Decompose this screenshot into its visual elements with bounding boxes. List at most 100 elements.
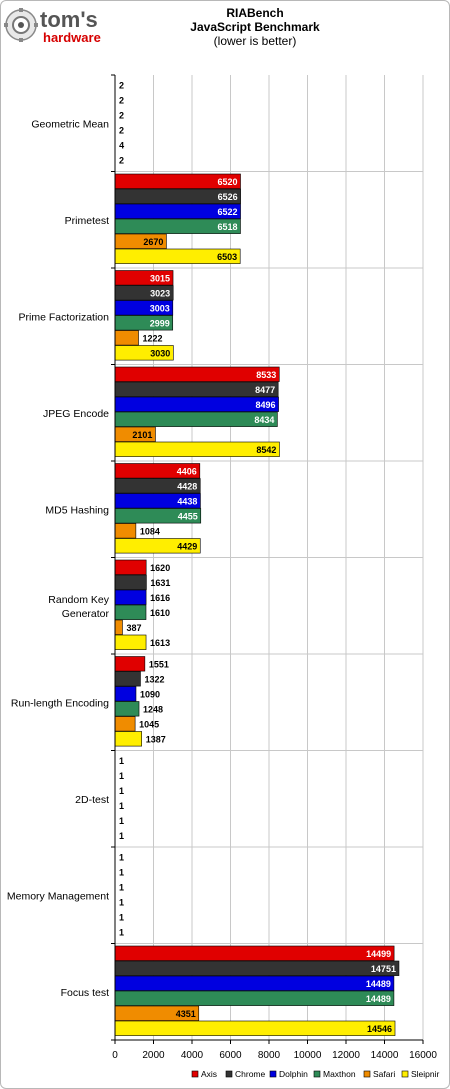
bar-chrome [114, 960, 400, 976]
data-label: 2670 [143, 237, 163, 247]
data-label: 6503 [217, 252, 237, 262]
bar-chrome [114, 671, 141, 687]
category-label: Random Key Generator [48, 594, 109, 620]
data-label: 4455 [178, 511, 198, 521]
data-label: 14489 [366, 994, 391, 1004]
category-label: Memory Management [7, 890, 109, 902]
toms-hardware-logo: tom's hardware [3, 3, 115, 49]
data-label: 6526 [218, 192, 238, 202]
data-label: 2 [119, 110, 124, 120]
data-label: 2999 [150, 318, 170, 328]
legend-label: Safari [373, 1069, 395, 1079]
data-label: 1 [119, 801, 124, 811]
bar-sleipnir [114, 634, 147, 650]
data-label: 2 [119, 80, 124, 90]
data-label: 1322 [144, 674, 164, 684]
data-label: 1620 [150, 563, 170, 573]
data-label: 3015 [150, 273, 170, 283]
data-label: 387 [126, 623, 141, 633]
data-label: 1 [119, 897, 124, 907]
x-tick-label: 4000 [181, 1050, 204, 1061]
data-label: 6520 [217, 177, 237, 187]
data-label: 4429 [177, 541, 197, 551]
legend-label: Sleipnir [411, 1069, 440, 1079]
chart-note: (lower is better) [213, 34, 297, 48]
bar-safari [114, 619, 123, 635]
data-label: 1551 [149, 659, 169, 669]
data-label: 8434 [254, 415, 274, 425]
legend-swatch-sleipnir [401, 1070, 409, 1078]
data-label: 1631 [150, 578, 170, 588]
bar-axis [114, 366, 280, 382]
bar-dolphin [114, 686, 137, 702]
bar-axis [114, 559, 147, 575]
data-label: 1 [119, 912, 124, 922]
data-label: 14489 [366, 979, 391, 989]
data-label: 1387 [146, 734, 166, 744]
data-label: 1090 [140, 689, 160, 699]
data-label: 14499 [366, 949, 391, 959]
svg-text:hardware: hardware [43, 30, 101, 45]
data-label: 1 [119, 867, 124, 877]
data-label: 1 [119, 927, 124, 937]
data-label: 4351 [176, 1009, 196, 1019]
x-tick-label: 12000 [332, 1050, 360, 1061]
data-label: 1222 [143, 333, 163, 343]
bar-chrome [114, 574, 147, 590]
data-label: 1248 [143, 704, 163, 714]
category-label: 2D-test [75, 794, 109, 806]
data-label: 4428 [177, 481, 197, 491]
data-label: 3003 [150, 303, 170, 313]
data-label: 1 [119, 882, 124, 892]
data-label: 4406 [177, 466, 197, 476]
chart-subtitle: JavaScript Benchmark [190, 20, 320, 34]
legend-swatch-safari [363, 1070, 371, 1078]
data-label: 8496 [256, 400, 276, 410]
legend-swatch-axis [191, 1070, 199, 1078]
data-label: 8533 [256, 370, 276, 380]
x-tick-label: 0 [112, 1050, 118, 1061]
data-label: 1045 [139, 719, 159, 729]
bar-maxthon [114, 411, 278, 427]
legend-swatch-dolphin [269, 1070, 277, 1078]
bar-safari [114, 716, 136, 732]
legend-label: Dolphin [279, 1069, 308, 1079]
chart-title: RIABench [226, 6, 284, 20]
bar-dolphin [114, 589, 147, 605]
data-label: 1 [119, 786, 124, 796]
data-label: 1 [119, 756, 124, 766]
data-label: 3023 [150, 288, 170, 298]
data-label: 8477 [255, 385, 275, 395]
data-label: 14546 [367, 1024, 392, 1034]
chart-titles: RIABench JavaScript Benchmark (lower is … [130, 6, 380, 48]
data-label: 2 [119, 95, 124, 105]
data-label: 6522 [218, 207, 238, 217]
x-tick-label: 8000 [258, 1050, 281, 1061]
data-label: 1 [119, 816, 124, 826]
legend-label: Chrome [235, 1069, 266, 1079]
data-label: 1610 [150, 608, 170, 618]
data-label: 14751 [371, 964, 396, 974]
data-label: 1 [119, 831, 124, 841]
bar-maxthon [114, 990, 395, 1006]
bar-dolphin [114, 975, 395, 991]
data-label: 4438 [177, 496, 197, 506]
x-tick-label: 14000 [371, 1050, 399, 1061]
bar-dolphin [114, 396, 279, 412]
legend-label: Axis [201, 1069, 217, 1079]
bar-axis [114, 945, 395, 961]
data-label: 3030 [150, 348, 170, 358]
data-label: 6518 [217, 222, 237, 232]
bar-maxthon [114, 701, 140, 717]
category-label: Primetest [65, 215, 109, 227]
data-label: 1084 [140, 526, 160, 536]
bar-sleipnir [114, 441, 280, 457]
category-label: Prime Factorization [19, 311, 110, 323]
bar-sleipnir [114, 731, 142, 747]
data-label: 4 [119, 140, 124, 150]
category-label: Focus test [61, 987, 110, 999]
data-label: 1613 [150, 638, 170, 648]
category-label: JPEG Encode [43, 408, 109, 420]
bar-safari [114, 330, 139, 346]
